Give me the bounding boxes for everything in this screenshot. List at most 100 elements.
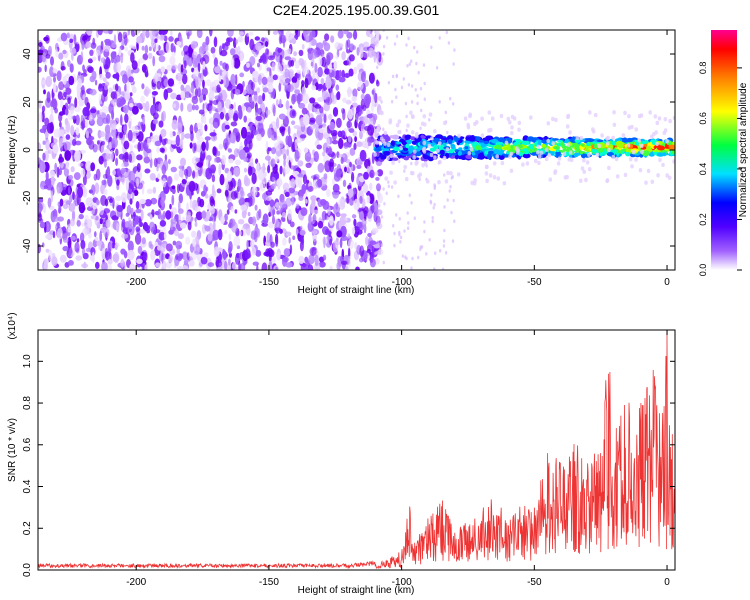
noise-cell bbox=[94, 182, 100, 194]
noise-cell bbox=[81, 122, 85, 131]
noise-cell bbox=[323, 42, 331, 52]
noise-cell bbox=[309, 97, 316, 104]
noise-cell bbox=[195, 211, 203, 221]
snr-plot-area bbox=[38, 330, 675, 570]
noise-cell bbox=[323, 236, 326, 249]
signal-halo bbox=[508, 154, 512, 159]
colorbar-label: Normalized spectral amplitude bbox=[738, 82, 749, 217]
noise-cell bbox=[347, 188, 354, 198]
noise-cell bbox=[290, 59, 295, 67]
noise-cell bbox=[404, 255, 407, 259]
signal-cell bbox=[574, 143, 580, 150]
noise-cell bbox=[433, 186, 436, 190]
noise-cell bbox=[431, 216, 434, 220]
noise-cell bbox=[366, 195, 371, 204]
signal-halo bbox=[383, 141, 387, 146]
noise-cell bbox=[181, 251, 189, 261]
noise-cell bbox=[181, 131, 185, 141]
signal-halo bbox=[595, 152, 600, 157]
noise-cell bbox=[312, 107, 318, 113]
colorbar-ticks: 0.0 0.2 0.4 0.6 0.8 bbox=[698, 62, 742, 276]
noise-cell bbox=[166, 175, 173, 185]
noise-cell bbox=[65, 200, 71, 205]
noise-cell bbox=[189, 252, 197, 261]
noise-cell bbox=[62, 49, 67, 55]
noise-cell bbox=[181, 50, 185, 56]
noise-cell bbox=[136, 178, 140, 188]
noise-cell bbox=[380, 215, 384, 219]
noise-cell bbox=[153, 157, 158, 168]
signal-cell bbox=[419, 145, 423, 150]
noise-cell bbox=[434, 251, 437, 255]
noise-cell bbox=[49, 66, 54, 78]
noise-cell bbox=[69, 218, 76, 227]
noise-cell bbox=[219, 173, 225, 186]
noise-cell bbox=[127, 240, 134, 253]
noise-cell bbox=[71, 115, 77, 120]
noise-cell bbox=[326, 137, 330, 149]
noise-cell bbox=[244, 138, 248, 147]
noise-cell bbox=[419, 86, 423, 91]
signal-halo bbox=[539, 150, 544, 155]
noise-cell bbox=[144, 44, 149, 55]
noise-cell bbox=[453, 219, 456, 223]
noise-cell bbox=[94, 236, 99, 242]
noise-cell bbox=[124, 113, 129, 124]
signal-halo bbox=[623, 172, 628, 178]
signal-halo bbox=[652, 132, 656, 137]
signal-halo bbox=[551, 141, 555, 146]
noise-cell bbox=[433, 202, 436, 207]
signal-cell bbox=[626, 137, 634, 143]
noise-cell bbox=[355, 266, 360, 270]
noise-cell bbox=[282, 237, 287, 246]
noise-cell bbox=[356, 47, 360, 56]
noise-cell bbox=[339, 215, 347, 226]
noise-cell bbox=[156, 146, 160, 153]
signal-cell bbox=[474, 145, 482, 151]
noise-cell bbox=[192, 104, 196, 111]
signal-halo bbox=[475, 120, 479, 125]
noise-cell bbox=[265, 48, 269, 55]
noise-cell bbox=[72, 191, 75, 201]
noise-cell bbox=[339, 237, 343, 249]
noise-cell bbox=[165, 261, 173, 269]
signal-halo bbox=[506, 116, 511, 122]
noise-cell bbox=[340, 256, 344, 263]
noise-cell bbox=[331, 152, 336, 160]
noise-cell bbox=[163, 234, 167, 239]
signal-halo bbox=[661, 162, 665, 168]
signal-halo bbox=[386, 155, 390, 161]
noise-cell bbox=[279, 98, 282, 108]
noise-cell bbox=[252, 94, 259, 103]
noise-cell bbox=[119, 132, 124, 139]
noise-cell bbox=[77, 78, 82, 87]
noise-cell bbox=[107, 196, 113, 201]
noise-cell bbox=[314, 126, 320, 139]
colorbar-tick-label: 0.4 bbox=[698, 163, 708, 176]
noise-cell bbox=[423, 220, 426, 224]
noise-cell bbox=[352, 88, 358, 98]
signal-halo bbox=[376, 126, 380, 132]
noise-cell bbox=[165, 41, 171, 54]
noise-cell bbox=[70, 235, 76, 241]
noise-cell bbox=[264, 41, 269, 47]
noise-cell bbox=[130, 52, 135, 64]
y-tick-label: 0.2 bbox=[22, 521, 33, 535]
noise-cell bbox=[137, 141, 141, 152]
signal-cell bbox=[395, 141, 402, 145]
signal-halo bbox=[375, 140, 379, 145]
noise-cell bbox=[74, 97, 78, 108]
signal-halo bbox=[626, 143, 631, 148]
signal-halo bbox=[383, 130, 388, 136]
noise-cell bbox=[152, 112, 159, 120]
snr-panel: -200 -150 -100 -50 0 0.0 0.2 0.4 0.6 0.8 1.0 Heig… bbox=[7, 312, 676, 596]
noise-cell bbox=[239, 186, 244, 197]
noise-cell bbox=[367, 124, 375, 136]
noise-cell bbox=[82, 247, 86, 257]
noise-cell bbox=[62, 203, 69, 210]
noise-cell bbox=[191, 51, 198, 59]
signal-cell bbox=[586, 142, 591, 147]
noise-cell bbox=[160, 196, 165, 207]
noise-cell bbox=[50, 170, 55, 178]
noise-cell bbox=[238, 149, 246, 160]
